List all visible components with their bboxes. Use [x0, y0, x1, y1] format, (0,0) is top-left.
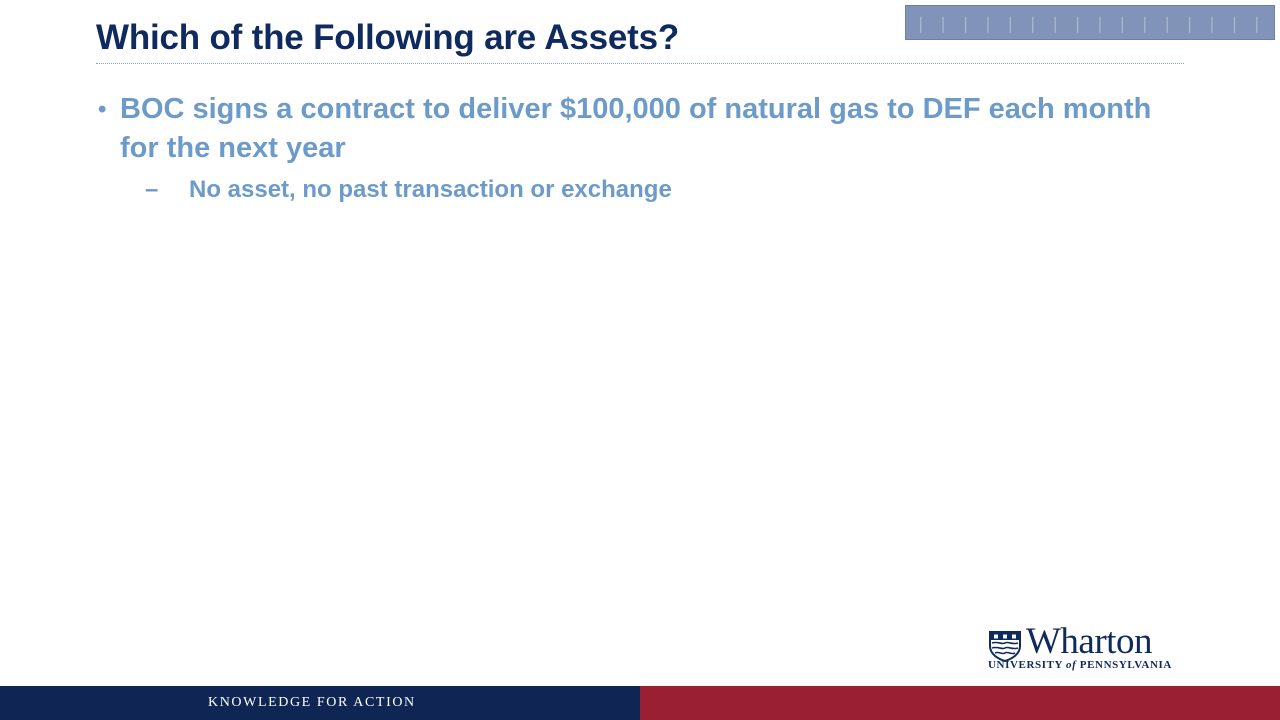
- bullet-text: BOC signs a contract to deliver $100,000…: [120, 93, 1152, 164]
- sub-bullet-text: No asset, no past transaction or exchang…: [189, 176, 672, 203]
- bullet-item: • BOC signs a contract to deliver $100,0…: [98, 90, 1178, 168]
- sub-bullet-item: – No asset, no past transaction or exchan…: [145, 174, 672, 206]
- penn-shield-icon: [989, 631, 1021, 662]
- footer-bar-navy: KNOWLEDGE FOR ACTION: [0, 686, 640, 720]
- sub-bullet-marker: –: [145, 176, 159, 203]
- wharton-logo: Wharton UNIVERSITY of PENNSYLVANIA: [988, 621, 1193, 674]
- footer-tagline: KNOWLEDGE FOR ACTION: [208, 695, 416, 710]
- university-subline: UNIVERSITY of PENNSYLVANIA: [988, 659, 1172, 671]
- header-decoration-block: ❘❘❘❘❘❘❘❘❘❘❘❘❘❘❘❘❘❘❘❘: [905, 5, 1275, 40]
- header-decoration-pattern: ❘❘❘❘❘❘❘❘❘❘❘❘❘❘❘❘❘❘❘❘: [914, 16, 1274, 33]
- wharton-wordmark: Wharton: [1026, 621, 1152, 662]
- bullet-marker: •: [98, 96, 107, 123]
- slide-title: Which of the Following are Assets?: [96, 18, 680, 57]
- title-divider: [96, 63, 1184, 64]
- footer-bar-red: [640, 686, 1280, 720]
